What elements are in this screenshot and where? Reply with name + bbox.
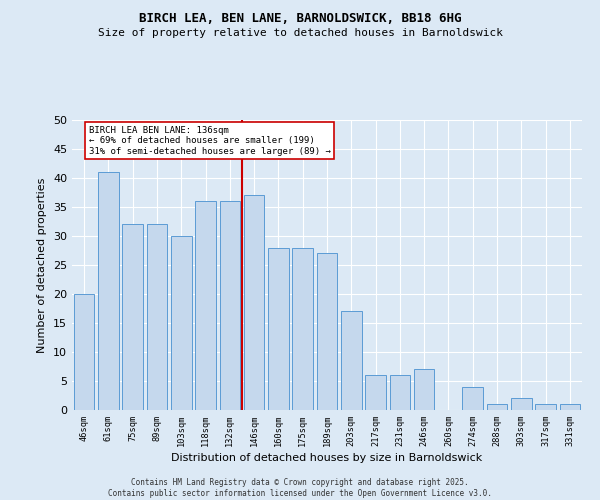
Bar bbox=[365, 375, 386, 410]
Bar bbox=[535, 404, 556, 410]
Bar bbox=[341, 312, 362, 410]
Bar bbox=[74, 294, 94, 410]
Bar bbox=[511, 398, 532, 410]
Bar bbox=[414, 370, 434, 410]
X-axis label: Distribution of detached houses by size in Barnoldswick: Distribution of detached houses by size … bbox=[172, 454, 482, 464]
Bar bbox=[317, 254, 337, 410]
Text: BIRCH LEA, BEN LANE, BARNOLDSWICK, BB18 6HG: BIRCH LEA, BEN LANE, BARNOLDSWICK, BB18 … bbox=[139, 12, 461, 26]
Bar bbox=[463, 387, 483, 410]
Bar bbox=[171, 236, 191, 410]
Bar bbox=[292, 248, 313, 410]
Bar bbox=[122, 224, 143, 410]
Y-axis label: Number of detached properties: Number of detached properties bbox=[37, 178, 47, 352]
Text: Contains HM Land Registry data © Crown copyright and database right 2025.
Contai: Contains HM Land Registry data © Crown c… bbox=[108, 478, 492, 498]
Text: Size of property relative to detached houses in Barnoldswick: Size of property relative to detached ho… bbox=[97, 28, 503, 38]
Bar bbox=[487, 404, 508, 410]
Bar bbox=[146, 224, 167, 410]
Bar bbox=[98, 172, 119, 410]
Bar bbox=[389, 375, 410, 410]
Bar bbox=[244, 196, 265, 410]
Bar bbox=[268, 248, 289, 410]
Bar bbox=[195, 201, 216, 410]
Bar bbox=[220, 201, 240, 410]
Text: BIRCH LEA BEN LANE: 136sqm
← 69% of detached houses are smaller (199)
31% of sem: BIRCH LEA BEN LANE: 136sqm ← 69% of deta… bbox=[89, 126, 331, 156]
Bar bbox=[560, 404, 580, 410]
